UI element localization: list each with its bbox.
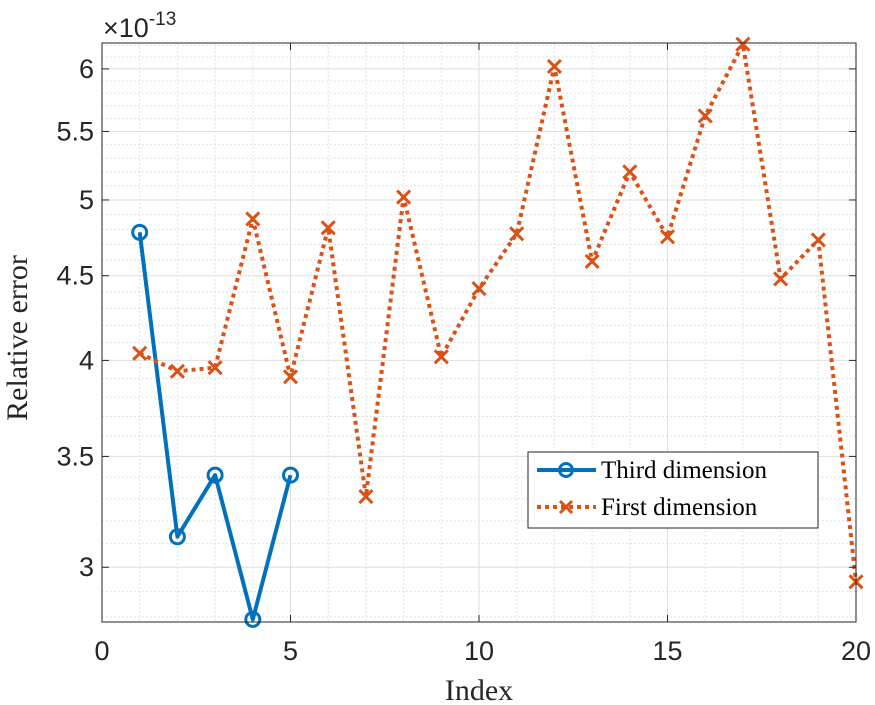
data-point-first-dimension xyxy=(132,345,148,361)
data-point-first-dimension xyxy=(358,488,374,505)
y-tick-label: 3.5 xyxy=(56,441,94,471)
y-axis-title: Relative error xyxy=(1,255,34,421)
x-tick-label: 15 xyxy=(652,636,682,666)
legend-label-third-dimension: Third dimension xyxy=(601,457,767,484)
data-point-first-dimension xyxy=(773,271,789,287)
series-layer xyxy=(131,36,864,628)
data-point-first-dimension xyxy=(735,36,751,52)
data-point-first-dimension xyxy=(546,58,562,75)
data-point-first-dimension xyxy=(396,189,412,205)
x-tick-label: 10 xyxy=(464,636,494,666)
y-axis-multiplier: ×10-13 xyxy=(103,9,176,43)
data-point-first-dimension xyxy=(509,226,525,242)
y-tick-label: 6 xyxy=(79,54,94,84)
legend: Third dimension First dimension xyxy=(527,451,819,529)
data-point-first-dimension xyxy=(471,281,487,297)
data-point-first-dimension xyxy=(659,229,676,245)
data-point-third-dimension xyxy=(206,466,224,484)
data-point-first-dimension xyxy=(169,363,185,379)
x-tick-label: 0 xyxy=(94,636,109,666)
x-tick-label: 5 xyxy=(283,636,298,666)
data-point-first-dimension xyxy=(282,369,299,385)
y-tick-label: 5 xyxy=(79,185,94,215)
y-tick-label: 4 xyxy=(79,345,94,375)
legend-label-first-dimension: First dimension xyxy=(601,494,758,521)
data-point-first-dimension xyxy=(207,360,223,376)
y-tick-label: 4.5 xyxy=(56,261,94,291)
x-axis-title: Index xyxy=(445,674,513,705)
data-point-first-dimension xyxy=(245,211,261,227)
legend-box xyxy=(527,451,819,529)
y-tick-label: 3 xyxy=(79,552,94,582)
legend-marker-first-dimension xyxy=(558,499,574,515)
data-point-first-dimension xyxy=(810,232,826,248)
series-line-third-dimension xyxy=(137,232,293,622)
data-point-first-dimension xyxy=(697,108,713,124)
data-point-third-dimension xyxy=(168,528,186,546)
legend-marker-third-dimension xyxy=(558,462,574,478)
data-point-first-dimension xyxy=(584,253,600,270)
y-tick-label: 5.5 xyxy=(56,116,94,146)
axis-tick-labels: 0 5 10 15 20 3 3.5 4 4.5 5 5.5 6 xyxy=(56,54,871,666)
data-point-third-dimension xyxy=(131,223,149,241)
data-point-first-dimension xyxy=(320,220,336,236)
data-point-third-dimension xyxy=(282,466,299,484)
x-tick-label: 20 xyxy=(841,636,871,666)
data-point-first-dimension xyxy=(622,164,638,180)
axis-ticks xyxy=(101,43,857,622)
data-point-third-dimension xyxy=(244,610,262,628)
data-point-first-dimension xyxy=(433,349,449,365)
